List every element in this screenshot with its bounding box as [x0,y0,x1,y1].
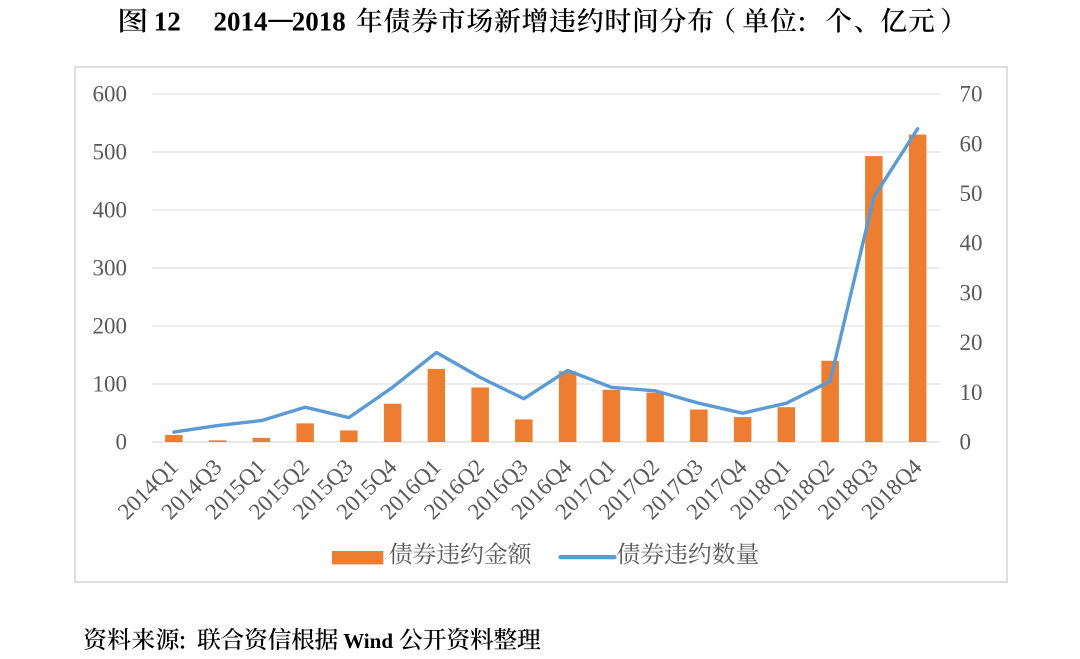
svg-text:0: 0 [116,430,128,455]
svg-text:40: 40 [960,231,983,256]
svg-text:400: 400 [93,198,128,223]
svg-text:20: 20 [960,330,983,355]
svg-text:12: 12 [154,7,181,37]
svg-text:Wind: Wind [343,629,393,653]
svg-text:50: 50 [960,181,983,206]
svg-text:10: 10 [960,380,983,405]
svg-text:0: 0 [960,430,972,455]
svg-text:2018: 2018 [292,7,346,37]
svg-text:500: 500 [93,140,128,165]
svg-text:300: 300 [93,256,128,281]
svg-text:600: 600 [93,82,128,107]
svg-text:2014: 2014 [214,7,268,37]
svg-text:70: 70 [960,82,983,107]
svg-text:30: 30 [960,281,983,306]
svg-text:60: 60 [960,131,983,156]
svg-text:100: 100 [93,372,128,397]
svg-text:200: 200 [93,314,128,339]
